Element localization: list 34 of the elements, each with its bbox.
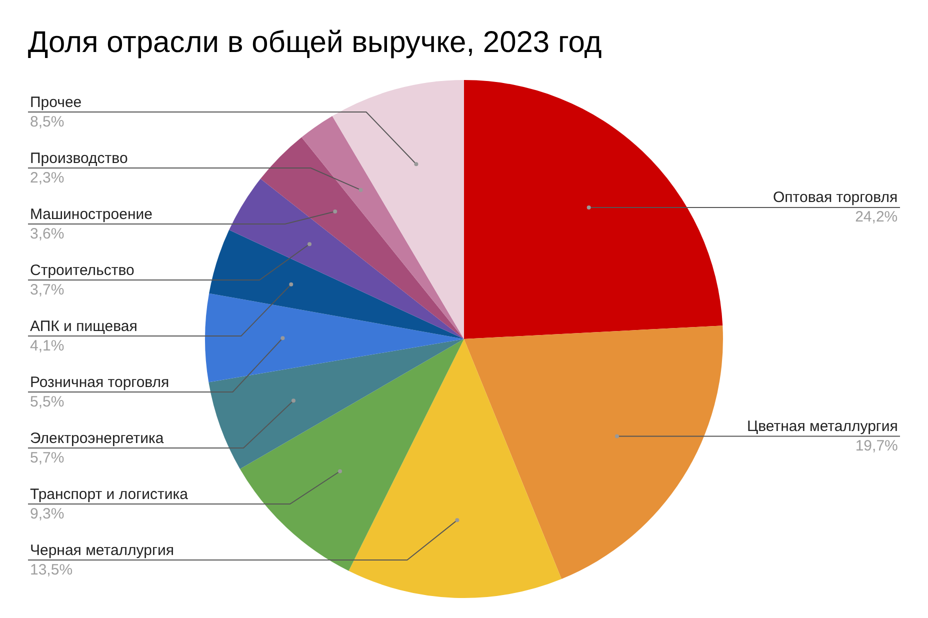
data-label: 19,7% — [855, 438, 898, 454]
data-label: 8,5% — [30, 114, 64, 130]
pie-slice — [208, 339, 464, 469]
pie-slice — [348, 339, 562, 598]
slice-label: Розничная торговля — [30, 374, 170, 391]
slice-label: Черная металлургия — [30, 542, 174, 559]
pie-slice — [464, 326, 723, 579]
slice-label: АПК и пищевая — [30, 318, 138, 335]
data-label: 3,6% — [30, 226, 64, 242]
pie-slice — [332, 80, 464, 339]
data-label: 4,1% — [30, 338, 64, 354]
pie-slice — [229, 178, 464, 339]
pie-slice — [464, 80, 723, 339]
slice-label: Прочее — [30, 94, 82, 111]
slice-label: Машиностроение — [30, 206, 152, 223]
data-label: 2,3% — [30, 170, 64, 186]
data-label: 5,5% — [30, 394, 64, 410]
data-label: 3,7% — [30, 282, 64, 298]
slice-label: Строительство — [30, 262, 134, 279]
data-label: 24,2% — [855, 208, 898, 226]
pie-slice — [209, 230, 464, 339]
pie-slice — [302, 116, 464, 339]
pie-slice — [240, 339, 464, 571]
slice-label: Цветная металлургия — [747, 418, 898, 435]
data-label: 5,7% — [30, 450, 64, 466]
slice-label: Электроэнергетика — [30, 430, 164, 447]
pie-slice — [260, 137, 464, 339]
pie-slice — [205, 293, 464, 382]
slice-label: Производство — [30, 150, 128, 167]
chart-title: Доля отрасли в общей выручке, 2023 год — [28, 26, 602, 59]
slice-label: Транспорт и логистика — [30, 486, 189, 503]
data-label: 9,3% — [30, 506, 64, 522]
data-label: 13,5% — [30, 562, 73, 578]
slice-label: Оптовая торговля — [773, 189, 898, 206]
